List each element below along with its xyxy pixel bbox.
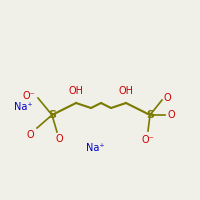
Text: OH: OH [68,86,84,96]
Text: Na⁺: Na⁺ [86,143,104,153]
Text: O⁻: O⁻ [142,135,154,145]
Text: O: O [55,134,63,144]
Text: OH: OH [118,86,134,96]
Text: S: S [146,110,154,120]
Text: O: O [167,110,175,120]
Text: O⁻: O⁻ [22,91,35,101]
Text: Na⁺: Na⁺ [14,102,33,112]
Text: O: O [164,93,172,103]
Text: O: O [26,130,34,140]
Text: S: S [48,110,56,120]
